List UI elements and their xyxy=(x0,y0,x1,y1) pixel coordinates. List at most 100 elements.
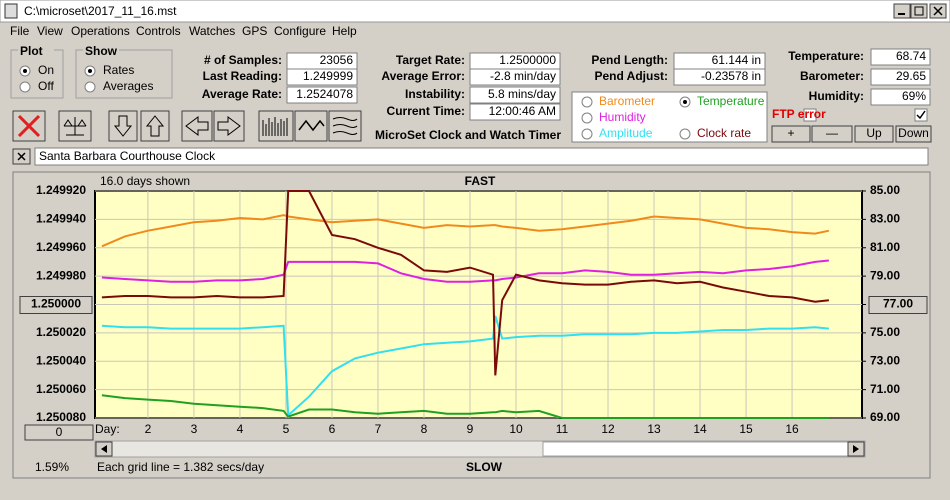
menu-item[interactable]: Watches xyxy=(189,24,235,38)
down-icon xyxy=(113,115,133,137)
series-line xyxy=(101,259,830,283)
axis-button[interactable] xyxy=(868,296,928,314)
maximize[interactable] xyxy=(910,3,928,19)
radio[interactable] xyxy=(581,96,593,108)
y-tick-label: 1.250060 xyxy=(36,382,86,396)
window-buttons[interactable] xyxy=(893,3,947,19)
menu-item[interactable]: Help xyxy=(332,24,357,38)
y2-tick-label: 81.00 xyxy=(870,240,900,254)
legend-label: Humidity xyxy=(599,110,646,124)
x-tick-label: 3 xyxy=(191,422,198,436)
menu-item[interactable]: Controls xyxy=(136,24,181,38)
right-icon xyxy=(217,116,241,136)
toolbar xyxy=(12,110,362,142)
field-box xyxy=(673,68,766,86)
left-button[interactable] xyxy=(181,110,213,142)
field-label: Average Rate: xyxy=(202,87,282,101)
bars-button[interactable] xyxy=(258,110,294,142)
y2-tick-label: 77.00 xyxy=(883,297,913,311)
radio-dot xyxy=(23,69,27,73)
field-box xyxy=(870,88,931,106)
button[interactable] xyxy=(895,125,932,143)
corner-value: 1.59% xyxy=(35,460,69,474)
radio[interactable] xyxy=(19,81,31,93)
window-title: C:\microset\2017_11_16.mst xyxy=(24,4,177,18)
x-tick-label: 13 xyxy=(647,422,661,436)
x-tick-label: 14 xyxy=(693,422,707,436)
menu-item[interactable]: View xyxy=(37,24,63,38)
field-value: 1.2524078 xyxy=(296,87,353,101)
offset-button-label: 0 xyxy=(56,425,63,439)
x-tick-label: 2 xyxy=(145,422,152,436)
radio[interactable] xyxy=(581,112,593,124)
y-tick-label: 1.249980 xyxy=(36,268,86,282)
button[interactable] xyxy=(854,125,894,143)
radio-label: Rates xyxy=(103,63,134,77)
app-name: MicroSet Clock and Watch Timer xyxy=(375,128,561,142)
menu-item[interactable]: Configure xyxy=(274,24,326,38)
field-label: Barometer: xyxy=(800,69,864,83)
group-label-bg xyxy=(18,45,54,57)
axis-button[interactable] xyxy=(19,296,93,314)
scrollbar[interactable] xyxy=(94,440,866,458)
days-shown: 16.0 days shown xyxy=(100,174,190,188)
x-tick-label: 15 xyxy=(739,422,753,436)
radio[interactable] xyxy=(679,128,691,140)
bars-icon xyxy=(262,117,288,136)
field-label: Temperature: xyxy=(788,49,864,63)
button-label: + xyxy=(787,126,794,140)
button[interactable] xyxy=(811,125,853,143)
field-label: Humidity: xyxy=(809,89,864,103)
group-label-bg xyxy=(83,45,119,57)
right-button[interactable] xyxy=(213,110,245,142)
offset-button[interactable] xyxy=(24,424,94,441)
ftp-checkbox[interactable] xyxy=(803,108,817,122)
menu-item[interactable]: GPS xyxy=(242,24,267,38)
field-label: Last Reading: xyxy=(203,69,282,83)
field-box xyxy=(870,48,931,66)
up-icon xyxy=(145,115,165,137)
clear-icon xyxy=(17,114,41,138)
checkmark xyxy=(916,110,926,120)
radio-label: Off xyxy=(38,79,54,93)
y2-tick-label: 73.00 xyxy=(870,353,900,367)
slow-label: SLOW xyxy=(466,460,503,474)
wave-button[interactable] xyxy=(294,110,328,142)
field-value: 68.74 xyxy=(896,49,926,63)
field-value: 23056 xyxy=(320,53,354,67)
field-label: # of Samples: xyxy=(204,53,282,67)
group-label: Show xyxy=(85,44,118,58)
y2-tick-label: 83.00 xyxy=(870,212,900,226)
y-tick-label: 1.249960 xyxy=(36,240,86,254)
title-bar xyxy=(0,0,950,23)
checkbox[interactable] xyxy=(914,108,928,122)
legend-box xyxy=(571,91,768,143)
field-box xyxy=(469,68,561,86)
radio[interactable] xyxy=(84,81,96,93)
y-tick-label: 1.250040 xyxy=(36,353,86,367)
series-line xyxy=(101,214,830,248)
field-value: 61.144 in xyxy=(712,53,761,67)
app-icon xyxy=(4,3,18,19)
field-value: -2.8 min/day xyxy=(490,69,556,83)
menu-item[interactable]: File xyxy=(10,24,30,38)
button-label: — xyxy=(826,126,838,140)
radio-dot xyxy=(683,100,687,104)
x-tick-label: 6 xyxy=(329,422,336,436)
field-box xyxy=(469,86,561,104)
radio[interactable] xyxy=(581,128,593,140)
legend-label: Amplitude xyxy=(599,126,653,140)
y2-tick-label: 71.00 xyxy=(870,382,900,396)
y2-tick-label: 75.00 xyxy=(870,325,900,339)
button-label: Up xyxy=(866,126,882,140)
clock-name-field[interactable] xyxy=(34,147,929,166)
x-tick-label: 5 xyxy=(283,422,290,436)
series-line xyxy=(101,315,830,418)
field-box xyxy=(286,68,358,86)
radio-dot xyxy=(88,69,92,73)
field-value: 69% xyxy=(902,89,926,103)
menu-item[interactable]: Operations xyxy=(71,24,130,38)
button-label: Down xyxy=(898,126,929,140)
button[interactable] xyxy=(771,125,811,143)
minimize[interactable] xyxy=(893,3,911,19)
